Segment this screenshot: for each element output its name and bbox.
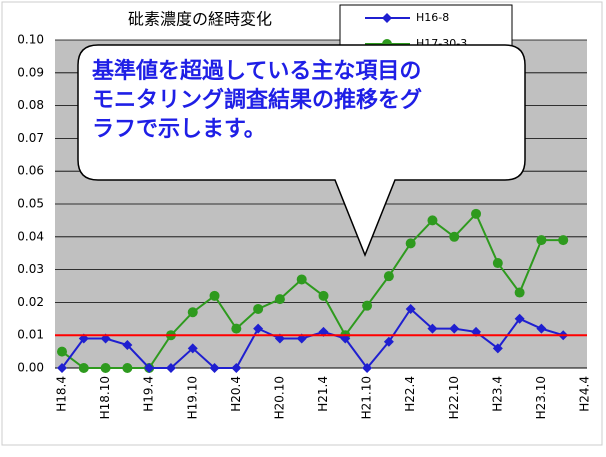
y-tick-label: 0.05 xyxy=(17,197,44,211)
point xyxy=(383,271,394,282)
point xyxy=(57,363,67,373)
point xyxy=(122,340,133,351)
callout-text: モニタリング調査結果の推移をグ xyxy=(92,87,422,113)
point xyxy=(209,290,220,301)
point xyxy=(318,290,329,301)
x-tick-label: H23.10 xyxy=(534,376,548,419)
point xyxy=(187,307,198,318)
point xyxy=(383,336,394,347)
callout-text: 基準値を超過している主な項目の xyxy=(92,58,421,84)
point xyxy=(492,343,503,354)
point xyxy=(427,323,438,334)
point xyxy=(209,363,220,373)
y-tick-label: 0.02 xyxy=(17,295,44,309)
x-tick-label: H18.4 xyxy=(55,376,69,412)
y-tick-label: 0.09 xyxy=(17,65,44,79)
x-tick-label: H22.10 xyxy=(447,376,461,419)
point xyxy=(165,363,176,373)
point xyxy=(536,323,547,334)
y-tick-label: 0.07 xyxy=(17,131,44,145)
point xyxy=(187,343,198,354)
point xyxy=(296,274,307,285)
point xyxy=(449,323,460,334)
point xyxy=(427,215,438,226)
legend-marker xyxy=(382,13,392,23)
point xyxy=(144,363,155,373)
point xyxy=(253,323,264,334)
point xyxy=(492,258,503,269)
y-tick-label: 0.04 xyxy=(17,229,44,243)
x-tick-label: H23.4 xyxy=(490,376,504,412)
x-tick-label: H20.4 xyxy=(229,376,243,412)
callout-bubble xyxy=(77,44,526,258)
y-tick-label: 0.10 xyxy=(17,33,44,47)
point xyxy=(122,363,133,373)
x-tick-label: H21.10 xyxy=(360,376,374,419)
point xyxy=(558,235,569,246)
x-tick-label: H20.10 xyxy=(272,376,286,419)
x-tick-label: H22.4 xyxy=(403,376,417,412)
x-tick-label: H19.10 xyxy=(185,376,199,419)
point xyxy=(274,294,285,305)
y-tick-label: 0.01 xyxy=(17,328,44,342)
chart-title: 砒素濃度の経時変化 xyxy=(128,10,272,29)
x-tick-label: H18.10 xyxy=(98,376,112,419)
point xyxy=(514,287,525,298)
point xyxy=(231,363,242,373)
point xyxy=(57,346,67,357)
point xyxy=(253,303,264,314)
point xyxy=(362,300,373,311)
point xyxy=(78,363,89,373)
point xyxy=(231,323,242,334)
point xyxy=(100,363,111,373)
y-tick-label: 0.00 xyxy=(17,361,44,375)
callout-text: ラフで示します。 xyxy=(92,117,266,142)
x-tick-label: H21.4 xyxy=(316,376,330,412)
x-tick-label: H19.4 xyxy=(142,376,156,412)
legend-label: H16-8 xyxy=(416,11,449,24)
y-tick-label: 0.03 xyxy=(17,262,44,276)
point xyxy=(405,303,416,314)
point xyxy=(362,363,373,373)
y-tick-label: 0.06 xyxy=(17,164,44,178)
point xyxy=(405,238,416,249)
point xyxy=(514,313,525,324)
point xyxy=(449,231,460,242)
x-tick-label: H24.4 xyxy=(578,376,592,412)
point xyxy=(471,208,482,219)
point xyxy=(536,235,547,246)
y-tick-label: 0.08 xyxy=(17,98,44,112)
